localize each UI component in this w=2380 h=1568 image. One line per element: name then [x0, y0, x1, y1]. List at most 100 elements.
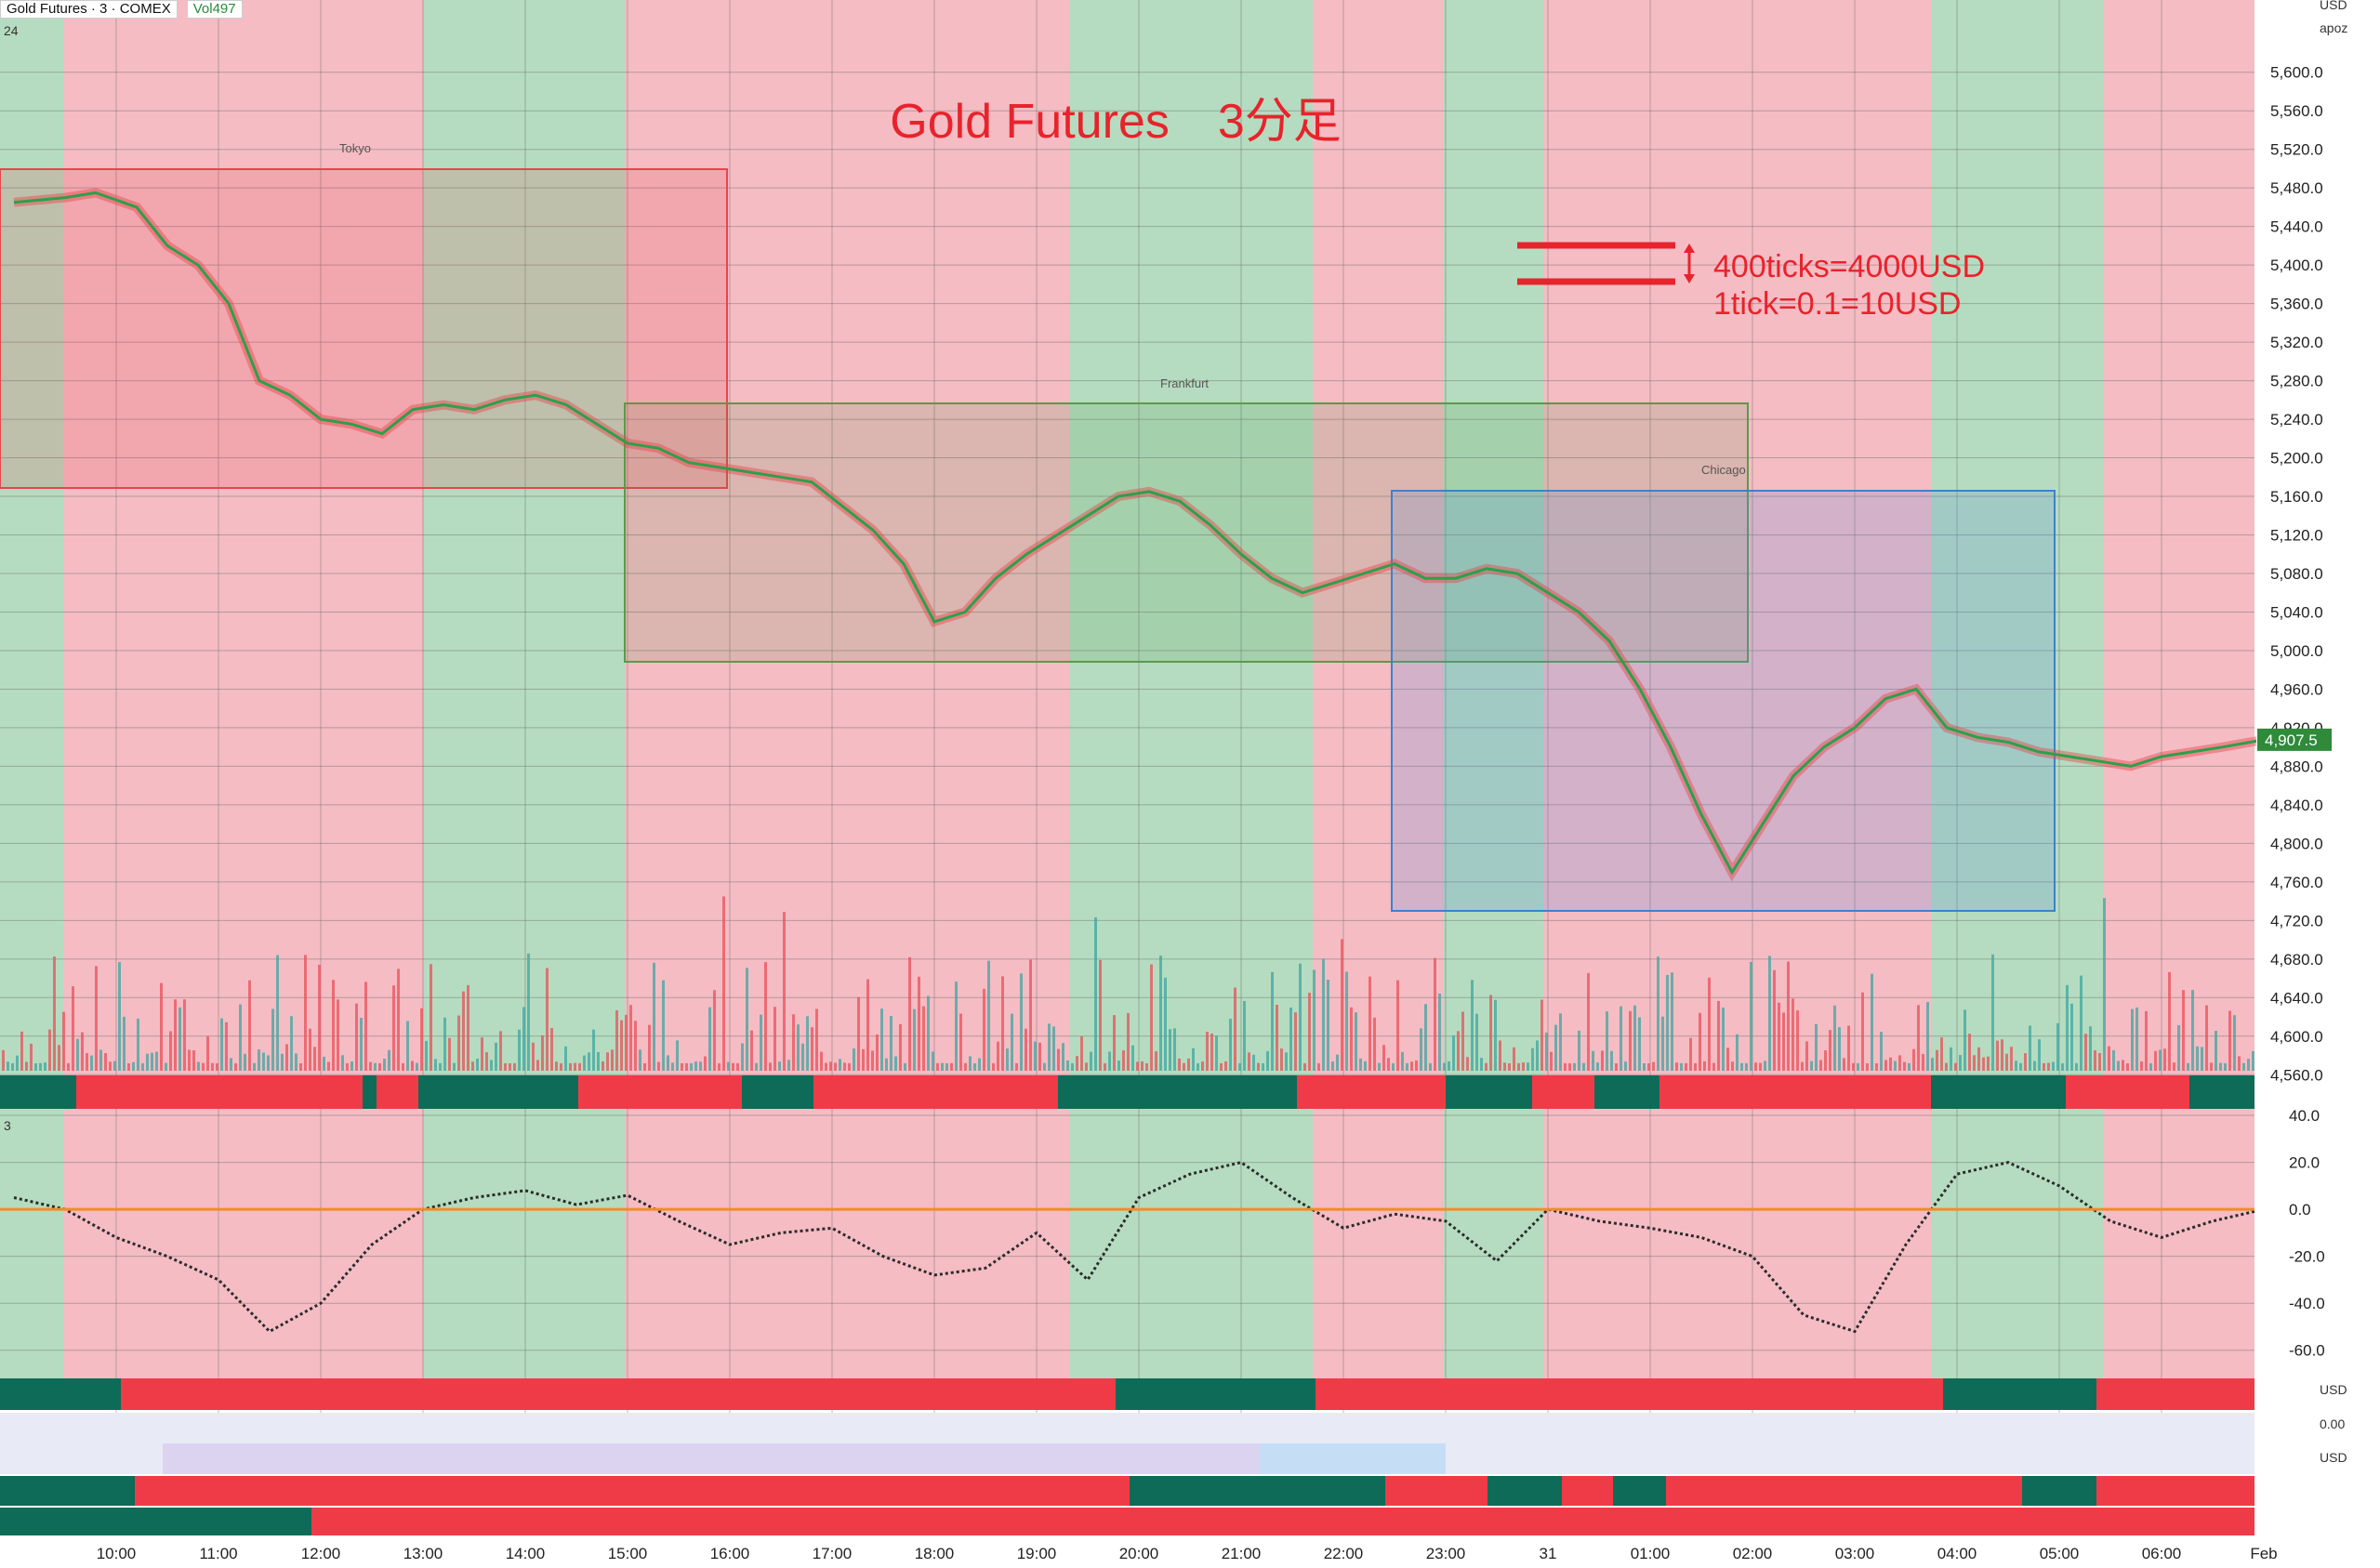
- x-tick-label: 22:00: [1324, 1545, 1364, 1562]
- y-tick-label: 4,880.0: [2270, 758, 2323, 775]
- volume-bar: [2233, 1015, 2236, 1071]
- x-tick-label: 16:00: [710, 1545, 750, 1562]
- trend-strip-b1-5: [1562, 1476, 1613, 1506]
- volume-bar: [1596, 1062, 1599, 1071]
- volume-bar: [1299, 963, 1302, 1071]
- volume-bar: [1689, 1037, 1692, 1071]
- volume-bar: [1308, 993, 1311, 1071]
- y-tick-label: 4,560.0: [2270, 1066, 2323, 1084]
- right-price-axis: 5,600.0 5,560.0 5,520.0 5,480.0 5,440.0 5,400…: [2256, 0, 2380, 1568]
- volume-bar: [1359, 1058, 1362, 1071]
- volume-bar: [848, 1062, 851, 1071]
- volume-bar: [392, 985, 395, 1071]
- volume-bar: [457, 1015, 460, 1071]
- volume-bar: [2084, 1034, 2087, 1071]
- volume-legend[interactable]: Vol497: [186, 0, 243, 19]
- volume-bar: [662, 980, 665, 1071]
- volume-bar: [467, 984, 469, 1071]
- volume-bar: [1378, 1062, 1381, 1071]
- volume-bar: [955, 982, 958, 1071]
- y-tick-label: 5,120.0: [2270, 527, 2323, 545]
- volume-bar: [1722, 1007, 1725, 1071]
- x-tick-label: Feb: [2250, 1545, 2277, 1562]
- y-tick-label: 4,600.0: [2270, 1028, 2323, 1046]
- y-tick-label: 5,440.0: [2270, 218, 2323, 236]
- trend-strip-b1-0: [0, 1476, 135, 1506]
- volume-bar: [583, 1055, 586, 1071]
- session-zone-6: [1443, 0, 1543, 1394]
- symbol-label[interactable]: Gold Futures · 3 · COMEX: [0, 0, 178, 19]
- volume-bar: [2215, 1031, 2217, 1071]
- volume-bar: [1029, 959, 1032, 1071]
- volume-bar: [2187, 1062, 2189, 1071]
- volume-bar: [141, 1063, 144, 1071]
- volume-bar: [1977, 1047, 1980, 1071]
- volume-bar: [216, 1062, 218, 1071]
- volume-bar: [1145, 1062, 1148, 1071]
- volume-bar: [2033, 1061, 2036, 1071]
- trend-strip-main-0: [0, 1075, 76, 1109]
- volume-bar: [495, 1042, 497, 1071]
- volume-bar: [1912, 1048, 1915, 1071]
- volume-bar: [1038, 1042, 1041, 1071]
- trend-strip-osc-6: [2096, 1378, 2254, 1410]
- volume-bar: [1229, 1019, 1232, 1071]
- axis-info-1: apoz: [2320, 20, 2347, 35]
- trend-strip-main-7: [742, 1075, 781, 1109]
- volume-bar: [1313, 969, 1316, 1071]
- volume-bar: [1192, 1048, 1195, 1071]
- x-tick-label: 20:00: [1119, 1545, 1159, 1562]
- volume-bar: [1819, 1060, 1822, 1071]
- volume-bar: [1875, 1063, 1878, 1071]
- trend-strip-main-2: [363, 1075, 377, 1109]
- volume-bar: [1262, 1062, 1264, 1071]
- volume-bar: [945, 1063, 948, 1071]
- volume-bar: [197, 1061, 200, 1071]
- volume-bar: [2, 1049, 5, 1071]
- volume-bar: [2149, 1062, 2152, 1071]
- y-tick-label: 4,760.0: [2270, 874, 2323, 891]
- volume-bar: [430, 964, 432, 1071]
- y-tick-label: 5,000.0: [2270, 642, 2323, 660]
- volume-bar: [1587, 972, 1590, 1071]
- price-layer: [13, 188, 2265, 882]
- volume-bar: [2094, 1049, 2096, 1071]
- volume-bar: [1317, 1062, 1320, 1071]
- volume-bar: [639, 1049, 641, 1071]
- osc-tick-label: -60.0: [2289, 1342, 2325, 1360]
- volume-bar: [1643, 1062, 1646, 1071]
- session-label-0: Tokyo: [339, 141, 371, 155]
- chart-text: Gold Futures 3分足 400ticks=4000USD1tick=0.…: [4, 23, 1985, 1133]
- volume-bar: [2126, 1063, 2129, 1071]
- trend-strip-main-10: [1058, 1075, 1297, 1109]
- volume-bar: [2056, 1022, 2059, 1071]
- annotation-arrow-heads: [1684, 244, 1695, 283]
- volume-bar: [1503, 1062, 1506, 1071]
- volume-bar: [244, 1053, 246, 1071]
- volume-bar: [839, 1059, 841, 1071]
- volume-bar: [1810, 1061, 1813, 1071]
- volume-bar: [1327, 980, 1329, 1071]
- oscillator-line: [13, 1160, 2265, 1334]
- volume-bar: [1773, 969, 1776, 1071]
- session-label-1: Frankfurt: [1160, 376, 1209, 390]
- volume-bar: [39, 1062, 42, 1071]
- volume-bar: [1183, 1062, 1185, 1071]
- volume-bar: [1931, 1058, 1934, 1071]
- volume-bar: [1164, 977, 1167, 1071]
- osc-tick-label: 20.0: [2289, 1154, 2320, 1172]
- volume-bar: [383, 1059, 386, 1071]
- volume-bar: [713, 990, 716, 1071]
- volume-bar: [1350, 1007, 1353, 1071]
- volume-bar: [694, 1061, 697, 1071]
- volume-bar: [513, 1062, 516, 1071]
- volume-bar: [1289, 1007, 1292, 1071]
- volume-bar: [806, 1016, 809, 1071]
- volume-bar: [230, 1058, 232, 1071]
- volume-bar: [2112, 1049, 2115, 1071]
- trend-strip-main-16: [1931, 1075, 2066, 1109]
- volume-bar: [1373, 1017, 1376, 1071]
- volume-bar: [11, 1062, 14, 1071]
- osc-tick-label: -20.0: [2289, 1248, 2325, 1266]
